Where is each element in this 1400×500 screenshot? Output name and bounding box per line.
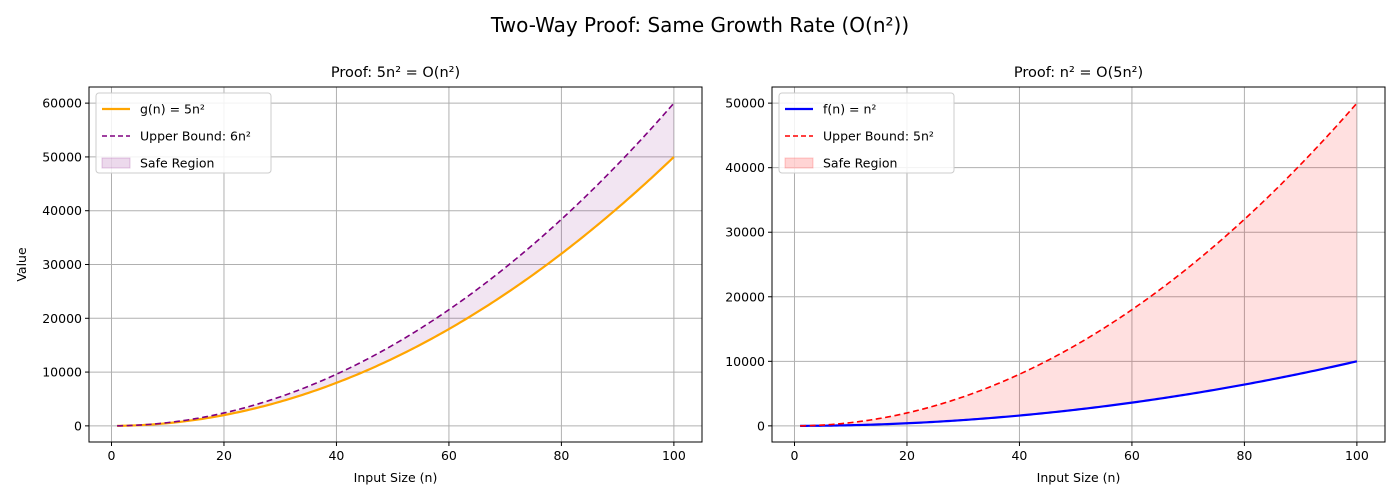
panel-title: Proof: n² = O(5n²) [1014, 65, 1143, 81]
y-axis-label: Value [14, 247, 29, 282]
x-tick-label: 20 [899, 448, 915, 463]
chart-panel-2: 0 20 40 60 80 100 0 10000 20000 30000 40000 50000 Pr… [725, 65, 1386, 485]
legend: f(n) = n² Upper Bound: 5n² Safe Region [778, 92, 955, 174]
y-tick-label: 30000 [725, 225, 765, 240]
y-tick-label: 50000 [42, 149, 82, 164]
legend-patch-swatch [101, 157, 131, 169]
x-tick-label: 60 [441, 448, 457, 463]
y-tick-label: 20000 [42, 311, 82, 326]
x-tick-label: 20 [216, 448, 232, 463]
series-line-upper-bound [800, 102, 1358, 427]
x-tick-label: 60 [1124, 448, 1140, 463]
x-axis-label: Input Size (n) [1037, 470, 1121, 485]
legend-label: Safe Region [823, 156, 897, 171]
x-tick-label: 80 [553, 448, 569, 463]
series-line-upper-bound [117, 102, 675, 427]
y-tick-label: 60000 [42, 96, 82, 111]
y-tick-label: 20000 [725, 289, 765, 304]
y-tick-label: 50000 [725, 96, 765, 111]
y-tick-label: 10000 [42, 365, 82, 380]
y-tick-label: 10000 [725, 354, 765, 369]
legend-patch-swatch [784, 157, 814, 169]
x-tick-label: 0 [108, 448, 116, 463]
legend-label: g(n) = 5n² [140, 102, 205, 117]
safe-region-fill [800, 103, 1357, 426]
plot-frame [771, 86, 1386, 443]
series-line-main [800, 360, 1358, 427]
legend-label: Upper Bound: 5n² [823, 129, 934, 144]
series-line-main [117, 156, 675, 427]
y-tick-label: 0 [74, 418, 82, 433]
x-tick-label: 100 [1345, 448, 1369, 463]
panel-title: Proof: 5n² = O(n²) [331, 65, 460, 81]
legend-box [778, 92, 955, 174]
x-tick-label: 0 [791, 448, 799, 463]
y-tick-label: 30000 [42, 257, 82, 272]
legend-box [95, 92, 272, 174]
legend-label: f(n) = n² [823, 102, 876, 117]
x-axis-label: Input Size (n) [354, 470, 438, 485]
legend: g(n) = 5n² Upper Bound: 6n² Safe Region [95, 92, 272, 174]
legend-label: Upper Bound: 6n² [140, 129, 251, 144]
chart-panel-1: 0 20 40 60 80 100 0 10000 20000 30000 40000 50000 60… [14, 65, 703, 485]
figure-title: Two-Way Proof: Same Growth Rate (O(n²)) [490, 13, 909, 37]
legend-label: Safe Region [140, 156, 214, 171]
x-tick-label: 40 [1011, 448, 1027, 463]
x-tick-label: 40 [328, 448, 344, 463]
x-tick-label: 80 [1236, 448, 1252, 463]
y-tick-label: 0 [757, 418, 765, 433]
x-tick-label: 100 [662, 448, 686, 463]
y-tick-label: 40000 [725, 160, 765, 175]
y-tick-label: 40000 [42, 203, 82, 218]
